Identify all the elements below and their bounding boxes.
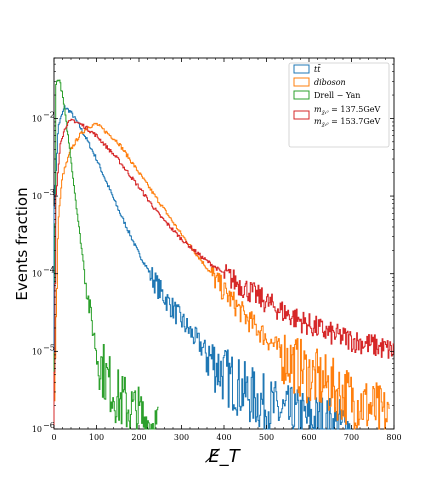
legend-label: Drell − Yan: [314, 91, 360, 100]
legend-label: diboson: [314, 78, 346, 87]
y-tick-label: 10: [32, 114, 42, 123]
legend-swatch: [293, 77, 310, 87]
legend-box: [288, 62, 390, 148]
y-tick-label: 10: [32, 270, 42, 279]
legend-swatch: [293, 90, 310, 100]
legend-label-line2: mχ̃₂⁰ = 153.7GeV: [314, 117, 380, 128]
x-tick-label: 600: [301, 433, 316, 442]
x-tick-label: 300: [174, 433, 189, 442]
legend-swatch: [293, 64, 310, 74]
x-tick-label: 100: [89, 433, 104, 442]
y-axis-ticks: 10−610−510−410−310−2: [32, 57, 394, 434]
x-tick-label: 800: [386, 433, 401, 442]
series-line: [53, 122, 390, 430]
y-tick-exponent: −5: [43, 343, 55, 352]
y-tick-exponent: −3: [43, 188, 55, 197]
y-tick-label: 10: [32, 425, 42, 434]
series-line: [53, 105, 352, 430]
y-axis-label: Events fraction: [13, 187, 31, 300]
y-tick-label: 10: [32, 347, 42, 356]
y-tick-exponent: −2: [43, 110, 55, 119]
x-tick-label: 200: [131, 433, 146, 442]
legend-items: tt̄ diboson Drell − Yan mχ̃₁⁰ = 137.5GeVmχ̃…: [293, 64, 380, 128]
series-line: [53, 118, 394, 429]
x-axis-label: E̸_T: [205, 446, 242, 467]
x-tick-label: 400: [216, 433, 231, 442]
x-tick-label: 700: [344, 433, 359, 442]
legend-label-line1: mχ̃₁⁰ = 137.5GeV: [314, 105, 380, 116]
series-layer: [53, 79, 394, 430]
legend: tt̄ diboson Drell − Yan mχ̃₁⁰ = 137.5GeVmχ̃…: [288, 62, 390, 148]
y-tick-exponent: −4: [43, 266, 55, 275]
y-tick-exponent: −6: [43, 421, 55, 430]
x-tick-label: 500: [259, 433, 274, 442]
legend-label: tt̄: [314, 64, 321, 74]
y-tick-label: 10: [32, 192, 42, 201]
x-axis-ticks: 0 100 200 300 400 500 600 700 800: [51, 58, 402, 442]
x-tick-label: 0: [51, 433, 56, 442]
legend-swatch: [293, 110, 310, 120]
series-line: [53, 79, 159, 430]
